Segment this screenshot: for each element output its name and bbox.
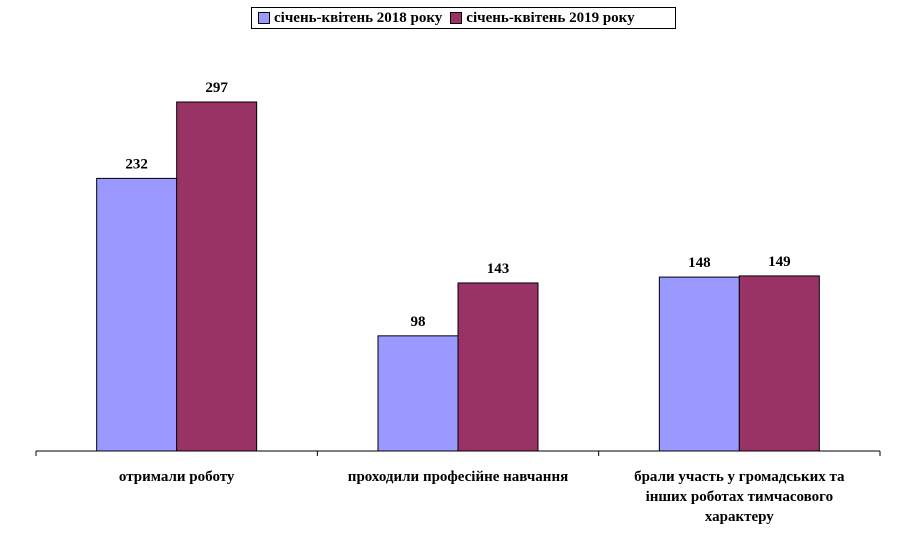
category-label-2-0: брали участь у громадських та [634,469,845,485]
category-label-1-0: проходили професійне навчання [348,469,568,485]
value-label-1-1: 143 [487,261,510,277]
bar-1-0 [377,335,459,452]
labels-group: 232 297 отримали роботу 98 143 проходили проф… [119,80,845,525]
legend-label-2019: січень-квітень 2019 року [466,9,635,26]
value-label-2-0: 148 [688,255,711,271]
category-label-0-0: отримали роботу [119,469,235,485]
legend: січень-квітень 2018 року січень-квітень … [251,7,676,29]
legend-item-2018: січень-квітень 2018 року [258,10,442,27]
value-label-0-0: 232 [125,156,148,172]
x-axis [35,450,881,456]
value-label-2-1: 149 [768,254,791,270]
value-label-0-1: 297 [205,80,228,96]
bar-2-1 [738,275,820,452]
category-label-2-2: характеру [705,509,774,525]
category-label-2-1: інших роботах тимчасового [646,489,834,505]
legend-swatch-2019 [450,12,463,24]
legend-swatch-2018 [258,12,270,24]
legend-label-2018: січень-квітень 2018 року [274,9,443,26]
bars-group [96,101,820,452]
value-label-1-0: 98 [411,314,426,330]
bar-0-1 [176,101,258,452]
bar-0-0 [96,177,178,452]
bar-2-0 [658,276,740,452]
legend-item-2019: січень-квітень 2019 року [450,9,635,27]
bar-1-1 [457,282,539,452]
